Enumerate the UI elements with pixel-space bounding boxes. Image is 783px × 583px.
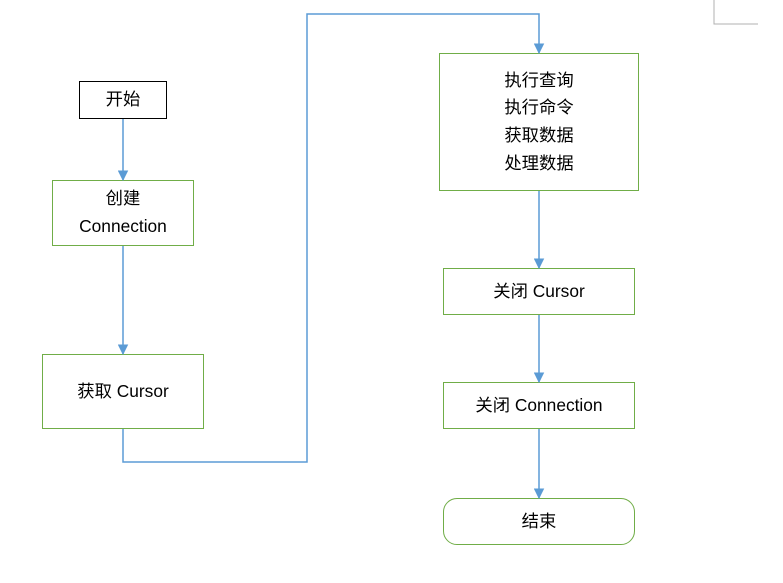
- node-execute-block-line-2: 获取数据: [504, 122, 573, 150]
- node-execute-block-line-0: 执行查询: [504, 67, 573, 95]
- node-get-cursor-line-0: 获取 Cursor: [77, 378, 168, 406]
- node-close-connection-line-0: 关闭 Connection: [475, 392, 602, 420]
- node-start-line-0: 开始: [106, 86, 141, 114]
- node-create-connection: 创建 Connection: [52, 180, 194, 246]
- node-execute-block-line-3: 处理数据: [504, 150, 573, 178]
- node-close-cursor: 关闭 Cursor: [443, 268, 635, 315]
- node-execute-block-line-1: 执行命令: [504, 94, 573, 122]
- node-end: 结束: [443, 498, 635, 545]
- node-start: 开始: [79, 81, 167, 119]
- decoration-line-0: [714, 0, 758, 24]
- node-close-connection: 关闭 Connection: [443, 382, 635, 429]
- node-create-connection-line-0: 创建: [106, 185, 141, 213]
- node-get-cursor: 获取 Cursor: [42, 354, 204, 429]
- node-close-cursor-line-0: 关闭 Cursor: [493, 278, 584, 306]
- node-create-connection-line-1: Connection: [79, 213, 167, 241]
- node-execute-block: 执行查询 执行命令 获取数据 处理数据: [439, 53, 639, 191]
- node-end-line-0: 结束: [522, 508, 557, 536]
